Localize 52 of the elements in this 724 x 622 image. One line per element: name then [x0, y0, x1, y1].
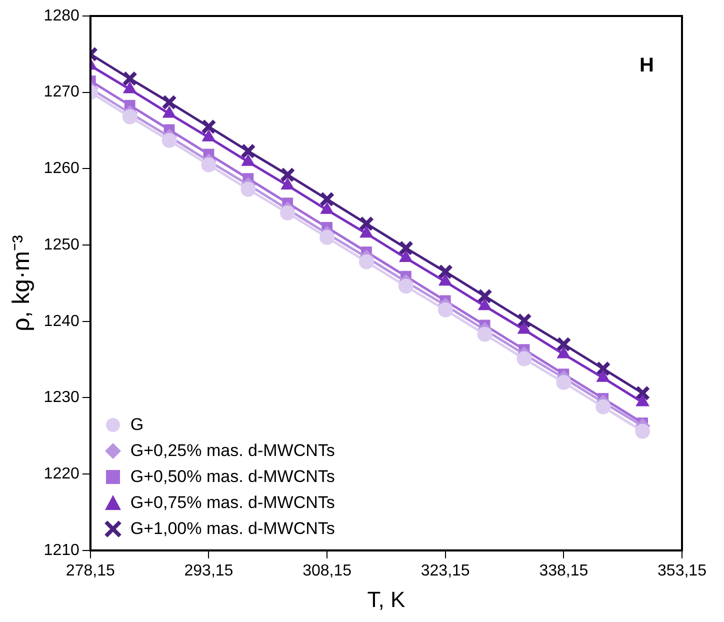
x-tick-label: 353,15: [658, 562, 707, 580]
point: [477, 326, 492, 342]
point: [595, 361, 611, 376]
point: [162, 94, 177, 110]
legend-label: G+0,25% mas. d-MWCNTs: [130, 440, 335, 462]
y-tick-label: 1220: [44, 465, 80, 482]
point: [477, 288, 492, 304]
x-tick-label: 278,15: [66, 562, 115, 580]
point: [280, 167, 296, 182]
point: [162, 132, 177, 148]
point: [358, 216, 374, 232]
point: [122, 70, 138, 86]
point: [240, 182, 256, 197]
y-tick-label: 1210: [44, 542, 80, 559]
point: [358, 254, 374, 270]
point: [319, 192, 335, 207]
point: [596, 399, 611, 414]
y-tick-label: 1280: [44, 7, 80, 24]
y-axis-title: ρ, kg·m⁻³: [8, 235, 36, 332]
x-tick-label: 293,15: [184, 562, 234, 580]
x-tick-label: 323,15: [420, 562, 470, 580]
point: [398, 240, 414, 256]
point: [438, 302, 453, 318]
point: [280, 205, 296, 220]
legend-label: G: [130, 414, 144, 436]
annotation: H: [640, 54, 654, 77]
point: [556, 336, 572, 352]
y-tick-label: 1230: [44, 389, 80, 406]
x-tick-label: 308,15: [302, 562, 352, 580]
point: [635, 424, 650, 439]
point: [398, 278, 414, 294]
y-tick-label: 1260: [44, 160, 80, 178]
point: [201, 157, 216, 172]
legend-label: G+0,75% mas. d-MWCNTs: [130, 492, 335, 514]
point: [201, 119, 216, 134]
y-tick-label: 1270: [44, 84, 80, 101]
point: [240, 143, 256, 159]
point: [438, 264, 454, 280]
x-tick-label: 338,15: [539, 562, 588, 580]
y-tick-label: 1250: [44, 236, 80, 254]
legend-label: G+0,50% mas. d-MWCNTs: [130, 466, 335, 488]
point: [556, 374, 572, 390]
legend-label: G+1,00% mas. d-MWCNTs: [130, 518, 335, 540]
point: [122, 109, 138, 124]
point: [320, 230, 335, 245]
point: [634, 385, 650, 401]
point: [516, 351, 532, 366]
point: [516, 312, 532, 328]
x-axis-title: T, K: [367, 586, 406, 612]
point: [399, 250, 412, 262]
point: [360, 226, 374, 238]
y-tick-label: 1240: [44, 312, 80, 330]
